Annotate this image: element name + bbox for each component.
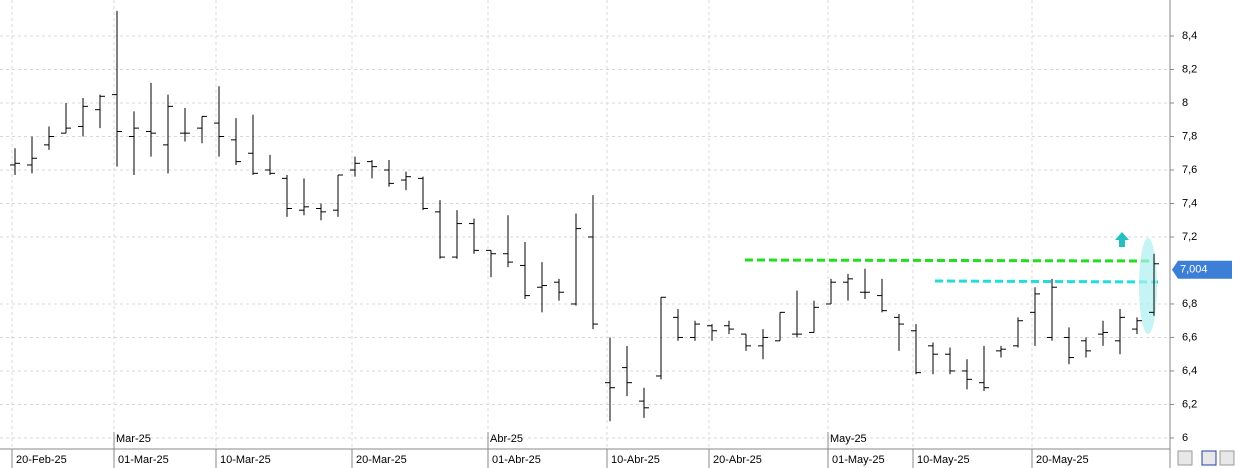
highlight-ellipse [1139, 238, 1157, 334]
price-marker [1172, 260, 1232, 279]
x-tick-label: 20-Mar-25 [356, 454, 407, 466]
month-label: Mar-25 [116, 433, 151, 445]
month-label: May-25 [830, 433, 867, 445]
trend-line-green [744, 258, 1153, 263]
y-tick-label: 6,4 [1182, 365, 1197, 377]
x-tick-label: 01-Abr-25 [492, 454, 541, 466]
save-button[interactable] [1201, 450, 1217, 466]
x-tick-label: 10-Mar-25 [220, 454, 271, 466]
y-tick-label: 7,4 [1182, 197, 1197, 209]
y-tick-label: 7,8 [1182, 130, 1197, 142]
toolbar-button[interactable] [1219, 450, 1235, 466]
toolbar [1177, 450, 1235, 466]
y-tick-label: 7,2 [1182, 231, 1197, 243]
y-tick-label: 6,6 [1182, 331, 1197, 343]
y-tick-label: 8 [1182, 97, 1188, 109]
y-tick-label: 8,2 [1182, 63, 1197, 75]
y-tick-label: 8,4 [1182, 30, 1197, 42]
y-tick-label: 6 [1182, 432, 1188, 444]
y-tick-label: 7,6 [1182, 164, 1197, 176]
trend-line-cyan [934, 279, 1159, 284]
x-tick-label: 20-Abr-25 [713, 454, 762, 466]
month-label: Abr-25 [490, 433, 523, 445]
x-tick-label: 20-Feb-25 [16, 454, 67, 466]
x-tick-label: 10-May-25 [917, 454, 970, 466]
x-tick-label: 01-May-25 [832, 454, 885, 466]
price-label: 7,004 [1180, 264, 1208, 276]
signal-arrow [1115, 232, 1129, 247]
x-tick-label: 01-Mar-25 [118, 454, 169, 466]
x-tick-label: 10-Abr-25 [611, 454, 660, 466]
y-tick-label: 6,8 [1182, 298, 1197, 310]
x-tick-label: 20-May-25 [1036, 454, 1089, 466]
toolbar-button[interactable] [1177, 450, 1193, 466]
y-tick-label: 6,2 [1182, 398, 1197, 410]
